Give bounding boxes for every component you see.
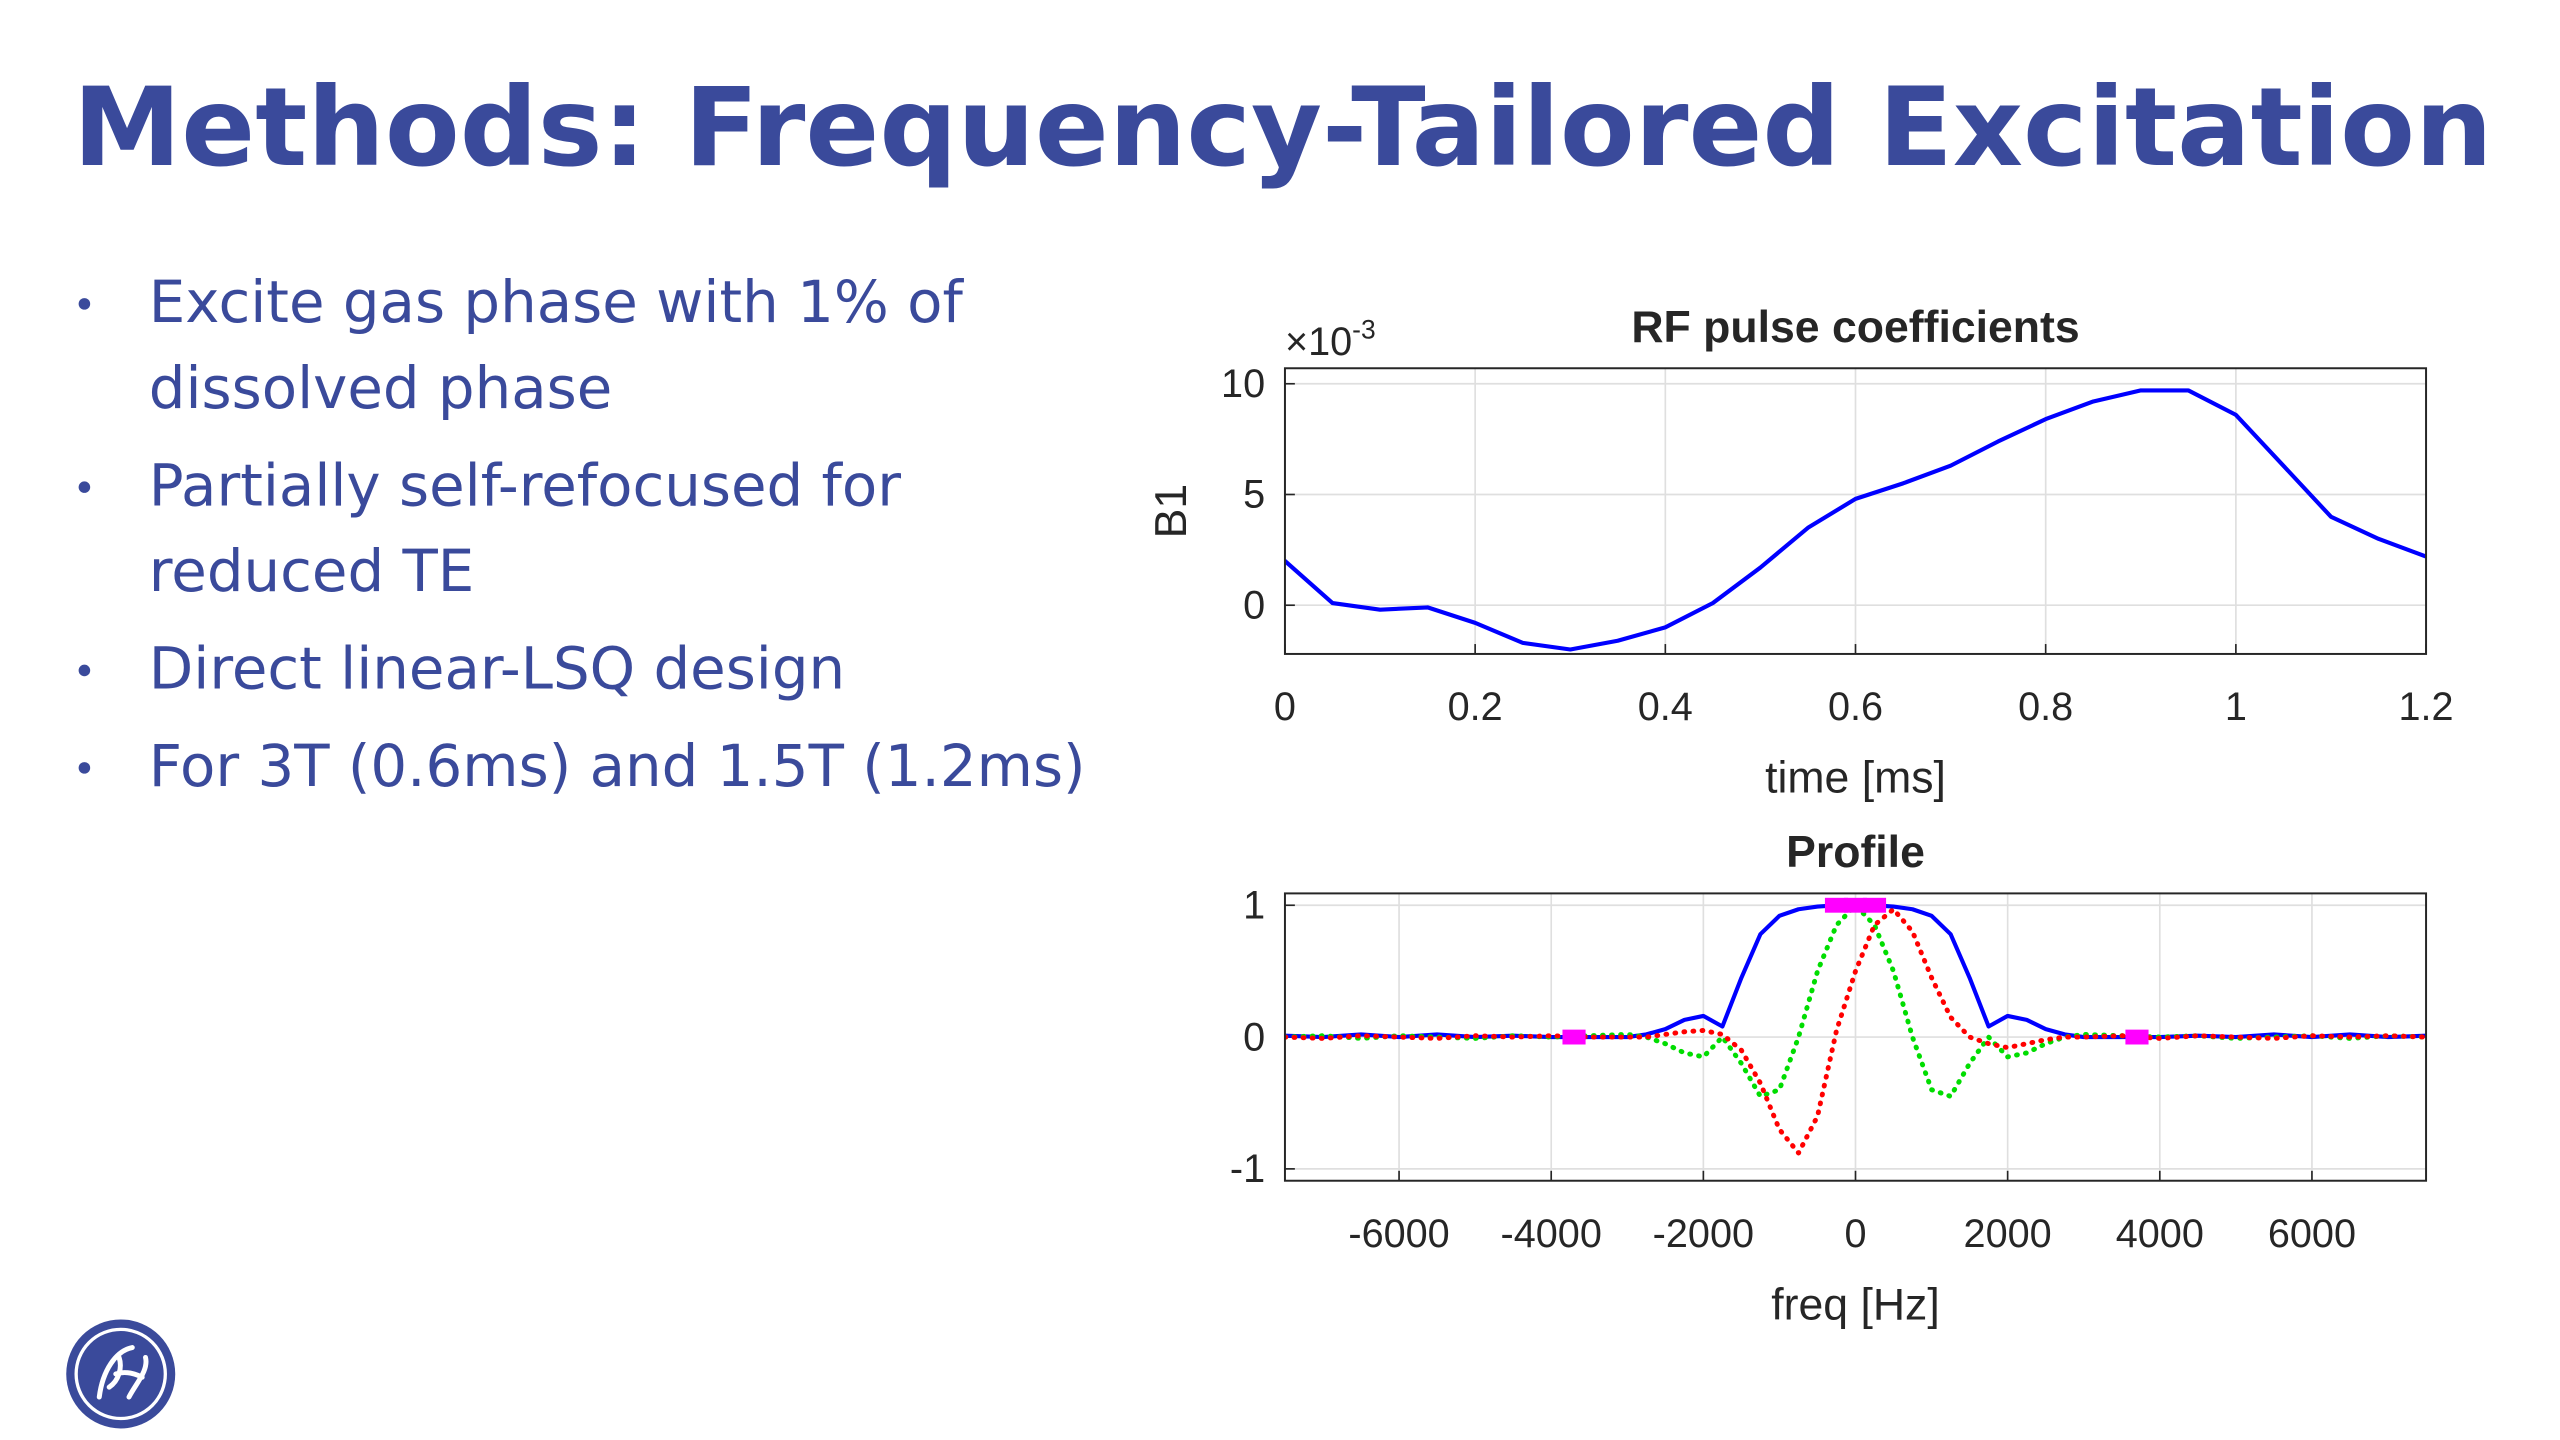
x-tick-label: 0.4 [1638,685,1693,729]
x-tick-label: 4000 [2116,1212,2204,1256]
x-tick-label: 1 [2225,685,2247,729]
y-axis-label: B1 [1147,484,1196,539]
x-tick-label: -6000 [1348,1212,1449,1256]
y-tick-label: 1 [1243,883,1265,927]
logo [66,1319,176,1429]
plot-frame [1283,892,2428,1182]
y-tick-label: -1 [1230,1147,1265,1191]
chart-title: Profile [1786,828,1925,877]
bullet-dot [78,664,91,677]
y-tick-label: 10 [1221,362,1265,406]
x-tick-label: 0.8 [2018,685,2073,729]
bullet-dot [78,298,91,310]
series-line [1284,906,2427,1156]
slide-title: Methods: Frequency-Tailored Excitation [73,64,2493,191]
x-axis-label: time [ms] [1765,754,1946,803]
x-tick-label: 2000 [1964,1212,2052,1256]
marker [2125,1029,2149,1045]
y-tick-label: 0 [1243,583,1265,627]
marker [1862,897,1887,913]
x-tick-label: 0 [1274,685,1296,729]
multiplier-exponent: -3 [1352,315,1375,345]
x-tick-label: -2000 [1653,1212,1754,1256]
bullet-text: Direct linear-LSQ design [149,635,845,703]
logo-script [96,1345,149,1400]
y-tick-label: 0 [1243,1015,1265,1059]
x-tick-label: 0 [1844,1212,1866,1256]
multiplier-base: ×10 [1285,320,1352,364]
bullet-dot [78,481,91,493]
y-multiplier: ×10-3 [1285,315,1376,365]
x-tick-label: 6000 [2268,1212,2356,1256]
x-axis-label: freq [Hz] [1771,1280,1939,1329]
marker [1824,897,1849,913]
y-tick-label: 5 [1243,473,1265,517]
bullet-text: dissolved phase [149,354,612,422]
x-tick-label: 0.6 [1828,685,1883,729]
chart: -6000 -4000 -2000 0 2000 4000 6000 -1 0 1 Profile f… [1230,828,2428,1329]
marker [1562,1029,1586,1045]
bullet-dot [78,762,91,774]
bullet-text: Excite gas phase with 1% of [149,268,965,336]
logo-ring [74,1327,167,1421]
x-tick-label: -4000 [1501,1212,1602,1256]
chart: 0 0.2 0.4 0.6 0.8 1 1.2 0 5 10 RF pulse coefficien… [1147,303,2454,803]
plot-frame [1283,367,2428,655]
marker [1843,897,1868,913]
x-tick-label: 1.2 [2399,685,2454,729]
bullet-text: For 3T (0.6ms) and 1.5T (1.2ms) [149,732,1086,800]
bullet-text: Partially self-refocused for [149,451,901,519]
x-tick-label: 0.2 [1448,685,1503,729]
series-line [1284,388,2427,652]
bullet-text: reduced TE [149,537,475,605]
chart-title: RF pulse coefficients [1631,303,2079,352]
plot-lines [1284,388,2427,652]
